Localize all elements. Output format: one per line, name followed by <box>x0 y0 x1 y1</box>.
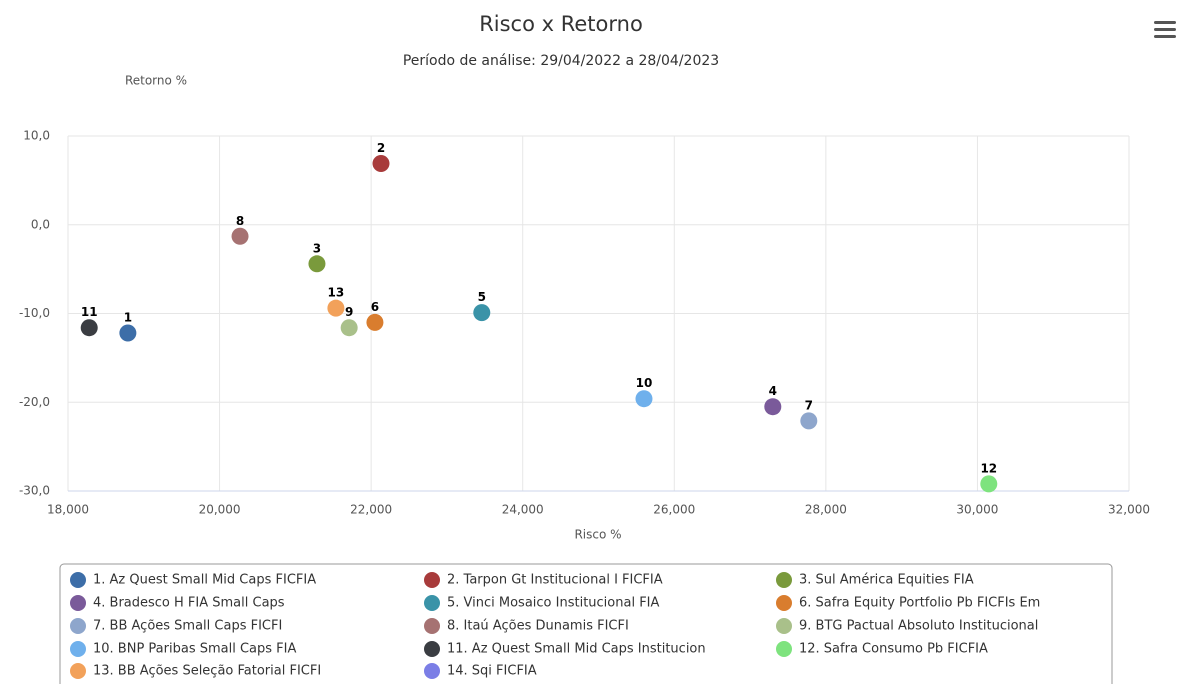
legend-label: 12. Safra Consumo Pb FICFIA <box>799 642 988 657</box>
x-tick-label: 24,000 <box>502 503 544 517</box>
point <box>800 412 818 430</box>
y-tick-label: 10,0 <box>23 129 50 143</box>
legend-label: 7. BB Ações Small Caps FICFI <box>93 619 282 634</box>
point <box>764 398 782 416</box>
point-label: 9 <box>345 305 353 319</box>
point-label: 4 <box>769 384 777 398</box>
point <box>635 390 653 408</box>
legend-label: 2. Tarpon Gt Institucional I FICFIA <box>447 573 663 588</box>
legend-marker <box>776 572 792 588</box>
point-label: 12 <box>980 461 997 475</box>
point-label: 3 <box>313 241 321 255</box>
legend-label: 6. Safra Equity Portfolio Pb FICFIs Em <box>799 596 1040 611</box>
chart-subtitle: Período de análise: 29/04/2022 a 28/04/2… <box>403 53 719 69</box>
x-tick-label: 30,000 <box>956 503 998 517</box>
chart-title: Risco x Retorno <box>479 12 643 36</box>
legend-marker <box>424 663 440 679</box>
point <box>119 324 137 342</box>
point-label: 1 <box>124 311 132 325</box>
legend-box <box>59 563 1113 684</box>
point <box>327 299 345 317</box>
point-label: 2 <box>377 141 385 155</box>
y-axis-label: Retorno % <box>125 74 187 88</box>
x-tick-label: 26,000 <box>653 503 695 517</box>
legend-marker <box>70 572 86 588</box>
legend-label: 8. Itaú Ações Dunamis FICFI <box>447 619 629 634</box>
point <box>340 319 358 337</box>
point-label: 7 <box>805 398 813 412</box>
point-label: 13 <box>328 286 345 300</box>
y-tick-label: 0,0 <box>31 217 50 231</box>
menu-button[interactable] <box>1154 21 1176 38</box>
legend-marker <box>424 641 440 657</box>
legend-marker <box>424 572 440 588</box>
legend-label: 5. Vinci Mosaico Institucional FIA <box>447 596 660 611</box>
legend-marker <box>776 641 792 657</box>
x-tick-label: 18,000 <box>47 503 89 517</box>
legend-label: 10. BNP Paribas Small Caps FIA <box>93 642 296 657</box>
y-tick-label: -10,0 <box>19 306 50 320</box>
point <box>980 475 998 493</box>
legend-marker <box>776 618 792 634</box>
legend-label: 9. BTG Pactual Absoluto Institucional <box>799 619 1038 634</box>
x-tick-label: 32,000 <box>1108 503 1150 517</box>
point-label: 8 <box>236 214 244 228</box>
legend-marker <box>70 595 86 611</box>
point <box>473 304 491 322</box>
point <box>372 155 390 173</box>
legend-label: 1. Az Quest Small Mid Caps FICFIA <box>93 573 316 588</box>
menu-line <box>1154 35 1176 38</box>
legend-label: 14. Sqi FICFIA <box>447 664 537 679</box>
point-label: 6 <box>371 300 379 314</box>
x-tick-label: 22,000 <box>350 503 392 517</box>
point-label: 10 <box>636 376 653 390</box>
point <box>366 313 384 331</box>
point <box>308 255 326 273</box>
legend-marker <box>424 595 440 611</box>
menu-line <box>1154 28 1176 31</box>
legend-marker <box>70 663 86 679</box>
point <box>231 227 249 245</box>
legend-marker <box>70 641 86 657</box>
point-label: 5 <box>478 290 486 304</box>
menu-line <box>1154 21 1176 24</box>
legend-marker <box>776 595 792 611</box>
y-tick-label: -30,0 <box>19 484 50 498</box>
x-tick-label: 28,000 <box>805 503 847 517</box>
x-axis-label: Risco % <box>574 528 621 542</box>
legend-label: 3. Sul América Equities FIA <box>799 573 974 588</box>
legend-label: 13. BB Ações Seleção Fatorial FICFI <box>93 664 321 679</box>
legend-label: 11. Az Quest Small Mid Caps Institucion <box>447 642 706 657</box>
legend-label: 4. Bradesco H FIA Small Caps <box>93 596 285 611</box>
point <box>80 319 98 337</box>
y-tick-label: -20,0 <box>19 395 50 409</box>
legend-marker <box>424 618 440 634</box>
x-tick-label: 20,000 <box>199 503 241 517</box>
point-label: 11 <box>81 305 98 319</box>
legend-marker <box>70 618 86 634</box>
